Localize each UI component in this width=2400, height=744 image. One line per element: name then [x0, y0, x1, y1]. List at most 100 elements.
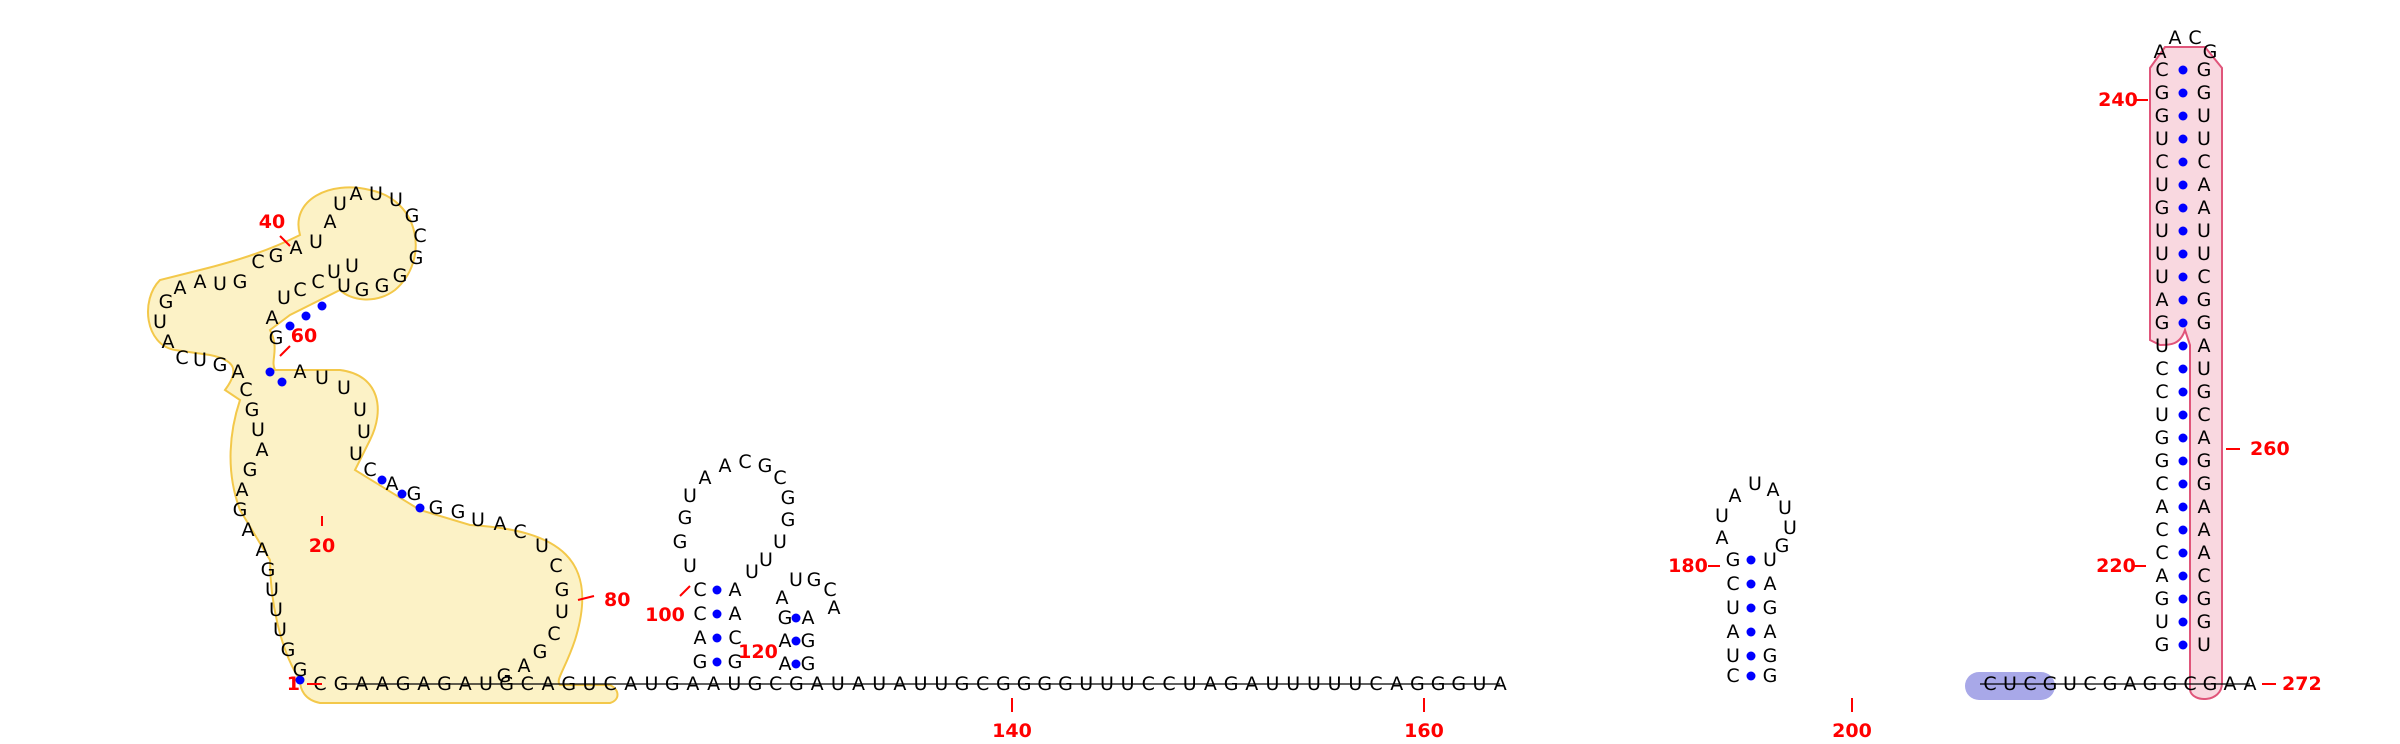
position-label: 160 [1404, 720, 1444, 739]
nucleotide: U [2155, 266, 2169, 288]
position-label: 120 [738, 641, 778, 663]
base-pair-dot [712, 633, 722, 643]
nucleotide: U [327, 261, 341, 283]
nucleotide: U [831, 673, 845, 695]
position-tick [577, 595, 595, 601]
nucleotide: A [1767, 479, 1780, 501]
nucleotide: G [1017, 673, 1032, 695]
nucleotide: A [779, 630, 792, 652]
nucleotide: G [375, 275, 390, 297]
nucleotide: A [1729, 485, 1742, 507]
position-label: 272 [2282, 673, 2322, 695]
nucleotide: U [1183, 673, 1197, 695]
nucleotide: G [2197, 381, 2212, 403]
nucleotide: G [1763, 645, 1778, 667]
nucleotide: C [2155, 542, 2168, 564]
nucleotide: A [1764, 573, 1777, 595]
nucleotide: U [1348, 673, 1362, 695]
nucleotide: A [2198, 197, 2211, 219]
position-label: 100 [645, 604, 685, 626]
nucleotide: A [2198, 174, 2211, 196]
position-tick [279, 235, 291, 247]
nucleotide: A [779, 653, 792, 675]
nucleotide: G [728, 651, 743, 673]
base-pair-dot [2178, 157, 2188, 167]
nucleotide: C [1726, 573, 1739, 595]
nucleotide: C [2155, 473, 2168, 495]
nucleotide: U [789, 569, 803, 591]
nucleotide: A [459, 673, 472, 695]
nucleotide: G [429, 497, 444, 519]
nucleotide: A [2124, 673, 2137, 695]
nucleotide: A [1494, 673, 1507, 695]
nucleotide: A [1727, 621, 1740, 643]
nucleotide: G [2043, 673, 2058, 695]
nucleotide: G [245, 399, 260, 421]
nucleotide: A [852, 673, 865, 695]
nucleotide: C [2197, 266, 2210, 288]
nucleotide: A [893, 673, 906, 695]
nucleotide: G [407, 483, 422, 505]
base-pair-dot [2178, 479, 2188, 489]
base-pair-dot [2178, 571, 2188, 581]
nucleotide: U [309, 231, 323, 253]
base-pair-dot [1746, 579, 1756, 589]
base-pair-dot [397, 489, 407, 499]
nucleotide: C [769, 673, 782, 695]
nucleotide: C [2155, 151, 2168, 173]
base-pair-dot [295, 675, 305, 685]
nucleotide: A [376, 673, 389, 695]
nucleotide: G [789, 673, 804, 695]
base-pair-dot [2178, 134, 2188, 144]
nucleotide: U [277, 287, 291, 309]
nucleotide: G [396, 673, 411, 695]
nucleotide: C [547, 623, 560, 645]
position-label: 60 [291, 325, 317, 347]
nucleotide: U [1726, 645, 1740, 667]
nucleotide: C [513, 521, 526, 543]
nucleotide: A [2244, 673, 2257, 695]
nucleotide: C [1162, 673, 1175, 695]
nucleotide: C [976, 673, 989, 695]
nucleotide: A [494, 513, 507, 535]
nucleotide: A [266, 307, 279, 329]
base-pair-dot [265, 367, 275, 377]
nucleotide: U [683, 555, 697, 577]
nucleotide: C [1369, 673, 1382, 695]
nucleotide: U [2155, 335, 2169, 357]
base-pair-dot [1746, 671, 1756, 681]
nucleotide: G [1763, 597, 1778, 619]
nucleotide: A [232, 361, 245, 383]
base-pair-dot [2178, 433, 2188, 443]
nucleotide: G [1726, 549, 1741, 571]
position-tick [279, 345, 291, 357]
nucleotide: G [561, 673, 576, 695]
nucleotide: U [1783, 517, 1797, 539]
nucleotide: U [934, 673, 948, 695]
base-pair-dot [2178, 341, 2188, 351]
nucleotide: C [773, 467, 786, 489]
base-pair-dot [2178, 594, 2188, 604]
nucleotide: A [811, 673, 824, 695]
base-pair-dot [2178, 318, 2188, 328]
nucleotide: G [673, 531, 688, 553]
nucleotide: G [393, 265, 408, 287]
nucleotide: A [1716, 527, 1729, 549]
nucleotide: G [2163, 673, 2178, 695]
nucleotide: U [251, 419, 265, 441]
nucleotide: G [1058, 673, 1073, 695]
nucleotide: C [2023, 673, 2036, 695]
base-pair-dot [2178, 525, 2188, 535]
nucleotide: G [1224, 673, 1239, 695]
position-label: 20 [309, 535, 335, 557]
base-pair-dot [712, 657, 722, 667]
nucleotide: G [2143, 673, 2158, 695]
nucleotide: C [2197, 565, 2210, 587]
base-pair-dot [2178, 111, 2188, 121]
nucleotide: A [256, 539, 269, 561]
nucleotide: U [265, 579, 279, 601]
nucleotide: U [2155, 404, 2169, 426]
nucleotide: C [175, 347, 188, 369]
